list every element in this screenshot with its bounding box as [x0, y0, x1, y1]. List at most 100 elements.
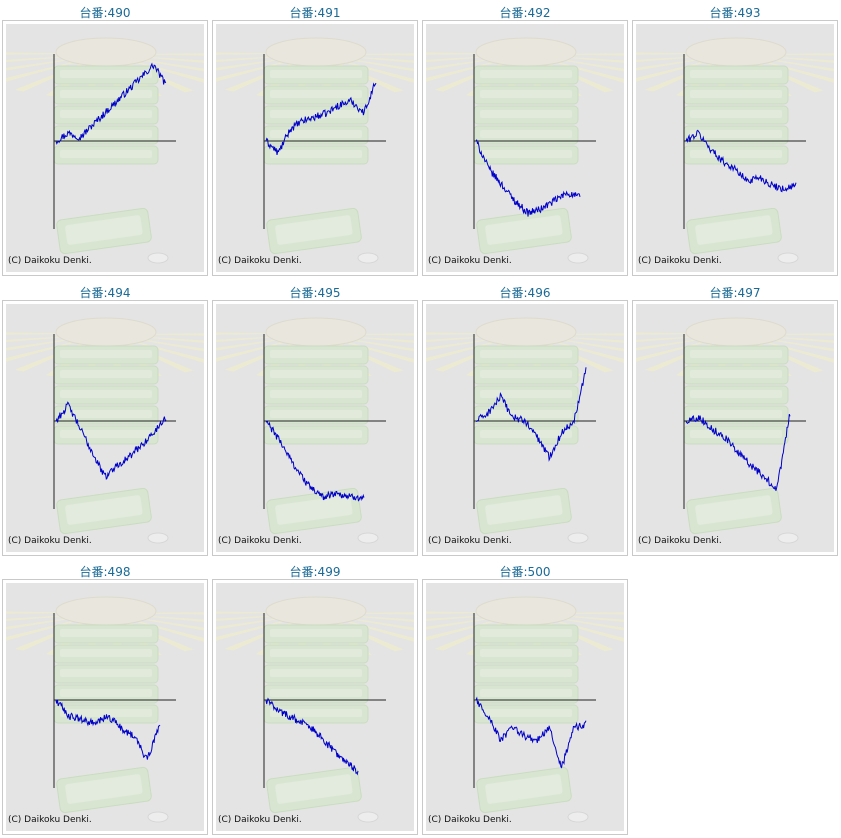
lower-tray-inner — [275, 495, 353, 525]
tray-inner — [690, 430, 782, 438]
coin-top — [475, 317, 577, 347]
tray-inner — [270, 150, 362, 158]
chart-title[interactable]: 台番:494 — [79, 286, 131, 300]
data-line — [685, 414, 791, 491]
chart-frame: (C) Daikoku Denki. — [2, 300, 208, 556]
sunburst-ray — [636, 334, 736, 343]
chart-frame: (C) Daikoku Denki. — [212, 579, 418, 835]
chart-panel: (C) Daikoku Denki. — [636, 24, 834, 272]
copyright-label: (C) Daikoku Denki. — [428, 536, 512, 546]
background-art — [636, 317, 834, 544]
coin-top — [265, 37, 367, 67]
sunburst-ray — [216, 613, 316, 622]
tray-inner — [480, 150, 572, 158]
chart-panel: (C) Daikoku Denki. — [6, 304, 204, 552]
coin-top — [55, 37, 157, 67]
data-line — [55, 62, 167, 145]
data-line — [265, 420, 365, 502]
tray-inner — [60, 370, 152, 378]
chart-title[interactable]: 台番:499 — [289, 565, 341, 579]
chart-title[interactable]: 台番:500 — [499, 565, 551, 579]
coin — [567, 811, 589, 823]
chart-cell: 台番:490 (C) Daikoku Denki. — [2, 2, 208, 276]
chart-frame: (C) Daikoku Denki. — [2, 20, 208, 276]
chart-title[interactable]: 台番:498 — [79, 565, 131, 579]
chart-title[interactable]: 台番:490 — [79, 6, 131, 20]
tray-inner — [270, 669, 362, 677]
coin-top — [265, 596, 367, 626]
chart-title[interactable]: 台番:492 — [499, 6, 551, 20]
lower-tray-inner — [65, 215, 143, 245]
tray-inner — [480, 130, 572, 138]
tray-inner — [480, 669, 572, 677]
background-art — [216, 37, 414, 264]
chart-title[interactable]: 台番:497 — [709, 286, 761, 300]
tray-inner — [60, 689, 152, 697]
tray-inner — [60, 90, 152, 98]
tray-inner — [480, 709, 572, 717]
tray-inner — [60, 649, 152, 657]
chart-cell: 台番:491 (C) Daikoku Denki. — [212, 2, 418, 276]
tray-inner — [690, 370, 782, 378]
coin-top — [685, 317, 787, 347]
tray-inner — [270, 629, 362, 637]
copyright-label: (C) Daikoku Denki. — [8, 256, 92, 266]
chart-cell: 台番:500 (C) Daikoku Denki. — [422, 561, 628, 835]
chart-svg — [216, 317, 414, 544]
copyright-label: (C) Daikoku Denki. — [218, 815, 302, 825]
tray-inner — [270, 350, 362, 358]
tray-inner — [270, 430, 362, 438]
lower-tray-inner — [485, 495, 563, 525]
chart-panel: (C) Daikoku Denki. — [426, 24, 624, 272]
chart-frame: (C) Daikoku Denki. — [422, 300, 628, 556]
chart-cell: 台番:499 (C) Daikoku Denki. — [212, 561, 418, 835]
chart-title[interactable]: 台番:496 — [499, 286, 551, 300]
lower-tray-inner — [695, 495, 773, 525]
chart-panel: (C) Daikoku Denki. — [216, 583, 414, 831]
coin — [147, 811, 169, 823]
tray-inner — [270, 390, 362, 398]
coin-top — [55, 317, 157, 347]
copyright-label: (C) Daikoku Denki. — [8, 815, 92, 825]
tray-inner — [60, 110, 152, 118]
coin-top — [265, 317, 367, 347]
coin-top — [475, 37, 577, 67]
tray-inner — [690, 130, 782, 138]
background-art — [426, 596, 624, 823]
chart-svg — [216, 37, 414, 264]
chart-frame: (C) Daikoku Denki. — [422, 20, 628, 276]
chart-cell: 台番:496 (C) Daikoku Denki. — [422, 282, 628, 556]
chart-title[interactable]: 台番:491 — [289, 6, 341, 20]
tray-inner — [270, 110, 362, 118]
chart-panel: (C) Daikoku Denki. — [426, 583, 624, 831]
lower-tray-inner — [485, 215, 563, 245]
chart-svg — [426, 596, 624, 823]
chart-panel: (C) Daikoku Denki. — [6, 24, 204, 272]
copyright-label: (C) Daikoku Denki. — [638, 256, 722, 266]
chart-title[interactable]: 台番:493 — [709, 6, 761, 20]
chart-frame: (C) Daikoku Denki. — [212, 300, 418, 556]
data-line — [55, 401, 167, 480]
chart-frame: (C) Daikoku Denki. — [2, 579, 208, 835]
coin — [357, 811, 379, 823]
tray-inner — [480, 110, 572, 118]
tray-inner — [270, 130, 362, 138]
background-art — [426, 317, 624, 544]
sunburst-ray — [426, 54, 526, 63]
chart-title[interactable]: 台番:495 — [289, 286, 341, 300]
sunburst-ray — [426, 613, 526, 622]
data-line — [55, 699, 161, 760]
tray-inner — [60, 709, 152, 717]
tray-inner — [60, 430, 152, 438]
tray-inner — [270, 70, 362, 78]
tray-inner — [270, 410, 362, 418]
tray-inner — [690, 350, 782, 358]
coin — [777, 252, 799, 264]
coin — [357, 252, 379, 264]
copyright-label: (C) Daikoku Denki. — [218, 536, 302, 546]
background-art — [6, 596, 204, 823]
chart-svg — [426, 37, 624, 264]
copyright-label: (C) Daikoku Denki. — [8, 536, 92, 546]
chart-panel: (C) Daikoku Denki. — [216, 304, 414, 552]
coin-top — [475, 596, 577, 626]
